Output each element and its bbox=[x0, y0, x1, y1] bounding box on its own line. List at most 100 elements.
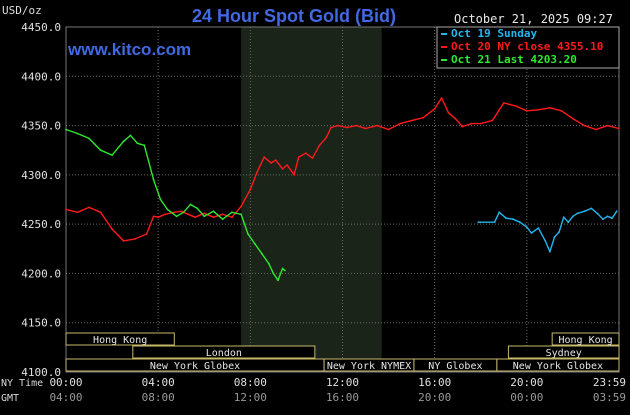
series-point bbox=[346, 126, 348, 129]
series-point bbox=[270, 162, 272, 164]
session-bar bbox=[132, 345, 316, 359]
series-point bbox=[76, 211, 79, 214]
series-point bbox=[491, 119, 494, 122]
time-tick-label: 08:00 bbox=[142, 391, 175, 404]
session-label: Hong Kong bbox=[93, 335, 147, 346]
nymex-shaded-region bbox=[241, 27, 382, 372]
series-point bbox=[187, 213, 190, 216]
series-point bbox=[212, 210, 215, 213]
series-point bbox=[502, 102, 505, 104]
time-tick-label: 08:00 bbox=[234, 376, 267, 389]
y-axis-ticks: 4450.0 4400.0 4350.0 4300.0 4250.0 4200.0 4150… bbox=[21, 21, 61, 379]
y-tick-label: 4250.0 bbox=[21, 218, 61, 231]
series-point bbox=[617, 127, 620, 130]
series-point bbox=[194, 216, 196, 219]
series-point bbox=[410, 119, 413, 122]
series-point bbox=[293, 174, 295, 176]
series-point bbox=[505, 217, 507, 220]
market-session-bars: Hong Kong London New York Globex New York N… bbox=[65, 332, 620, 372]
series-point bbox=[560, 109, 563, 112]
series-point bbox=[454, 117, 457, 120]
y-tick-label: 4400.0 bbox=[21, 70, 61, 83]
series-point bbox=[461, 125, 464, 128]
series-point bbox=[65, 208, 67, 211]
series-point bbox=[470, 122, 473, 125]
time-tick-label: 23:59 bbox=[593, 376, 626, 389]
series-point bbox=[159, 198, 162, 201]
series-point bbox=[583, 124, 586, 127]
series-point bbox=[440, 97, 443, 99]
series-point bbox=[145, 233, 148, 235]
series-point bbox=[355, 124, 358, 127]
y-axis-unit: USD/oz bbox=[2, 4, 42, 17]
series-point bbox=[284, 269, 286, 272]
session-label: Sydney bbox=[546, 348, 582, 359]
series-point bbox=[387, 128, 390, 131]
series-point bbox=[267, 262, 270, 265]
series-point bbox=[364, 127, 367, 130]
series-point bbox=[88, 206, 90, 209]
series-point bbox=[590, 207, 593, 210]
series-point bbox=[519, 221, 521, 224]
session-label: New York NYMEX bbox=[327, 361, 411, 372]
time-tick-label: 04:00 bbox=[49, 391, 82, 404]
series-point bbox=[122, 140, 125, 143]
series-point bbox=[247, 233, 249, 235]
series-point bbox=[330, 126, 332, 129]
series-point bbox=[152, 215, 155, 218]
series-point bbox=[272, 272, 275, 275]
series-point bbox=[157, 216, 160, 219]
series-point bbox=[182, 211, 185, 214]
series-point bbox=[422, 116, 424, 119]
series-point bbox=[549, 106, 551, 109]
grid-lines bbox=[65, 26, 620, 373]
series-point bbox=[203, 212, 206, 215]
time-tick-label: 12:00 bbox=[326, 376, 359, 389]
series-point bbox=[164, 213, 167, 216]
series-point bbox=[76, 132, 79, 135]
chart-title: 24 Hour Spot Gold (Bid) bbox=[192, 6, 396, 26]
legend-label: Oct 20 NY close 4355.10 bbox=[451, 40, 603, 53]
series-point bbox=[65, 128, 67, 131]
y-tick-label: 4200.0 bbox=[21, 267, 61, 280]
series-point bbox=[240, 213, 243, 216]
time-tick-label: 00:00 bbox=[510, 391, 543, 404]
session-label: NY Globex bbox=[428, 361, 482, 372]
series-point bbox=[88, 137, 90, 140]
series-line-1 bbox=[65, 97, 619, 242]
series-point bbox=[606, 215, 609, 218]
series-point bbox=[544, 240, 547, 242]
legend-label: Oct 21 Last 4203.20 bbox=[451, 53, 577, 66]
session-bar bbox=[507, 345, 620, 359]
series-point bbox=[166, 208, 169, 211]
series-point bbox=[549, 250, 551, 253]
series-point bbox=[254, 243, 256, 245]
session-bar bbox=[496, 358, 620, 372]
series-point bbox=[261, 252, 263, 255]
series-point bbox=[311, 157, 314, 160]
series-point bbox=[615, 210, 618, 213]
series-point bbox=[274, 159, 277, 162]
session-label: New York Globex bbox=[150, 361, 240, 372]
series-point bbox=[203, 215, 206, 218]
series-line-0 bbox=[478, 207, 618, 253]
series-point bbox=[231, 216, 233, 219]
kitco-watermark: www.kitco.com bbox=[67, 40, 191, 59]
plot-border bbox=[65, 26, 620, 373]
series-point bbox=[249, 188, 252, 191]
series-point bbox=[134, 238, 137, 240]
series-point bbox=[447, 111, 450, 114]
series-point bbox=[129, 134, 132, 137]
session-bar bbox=[65, 332, 175, 346]
time-tick-label: 00:00 bbox=[49, 376, 82, 389]
series-point bbox=[493, 221, 496, 224]
series-point bbox=[602, 218, 604, 221]
series-point bbox=[477, 221, 480, 224]
time-row-label: NY Time bbox=[1, 378, 43, 389]
series-point bbox=[433, 107, 436, 110]
series-point bbox=[111, 228, 113, 231]
series-point bbox=[562, 216, 565, 219]
legend-box bbox=[436, 26, 620, 69]
series-point bbox=[231, 211, 233, 214]
